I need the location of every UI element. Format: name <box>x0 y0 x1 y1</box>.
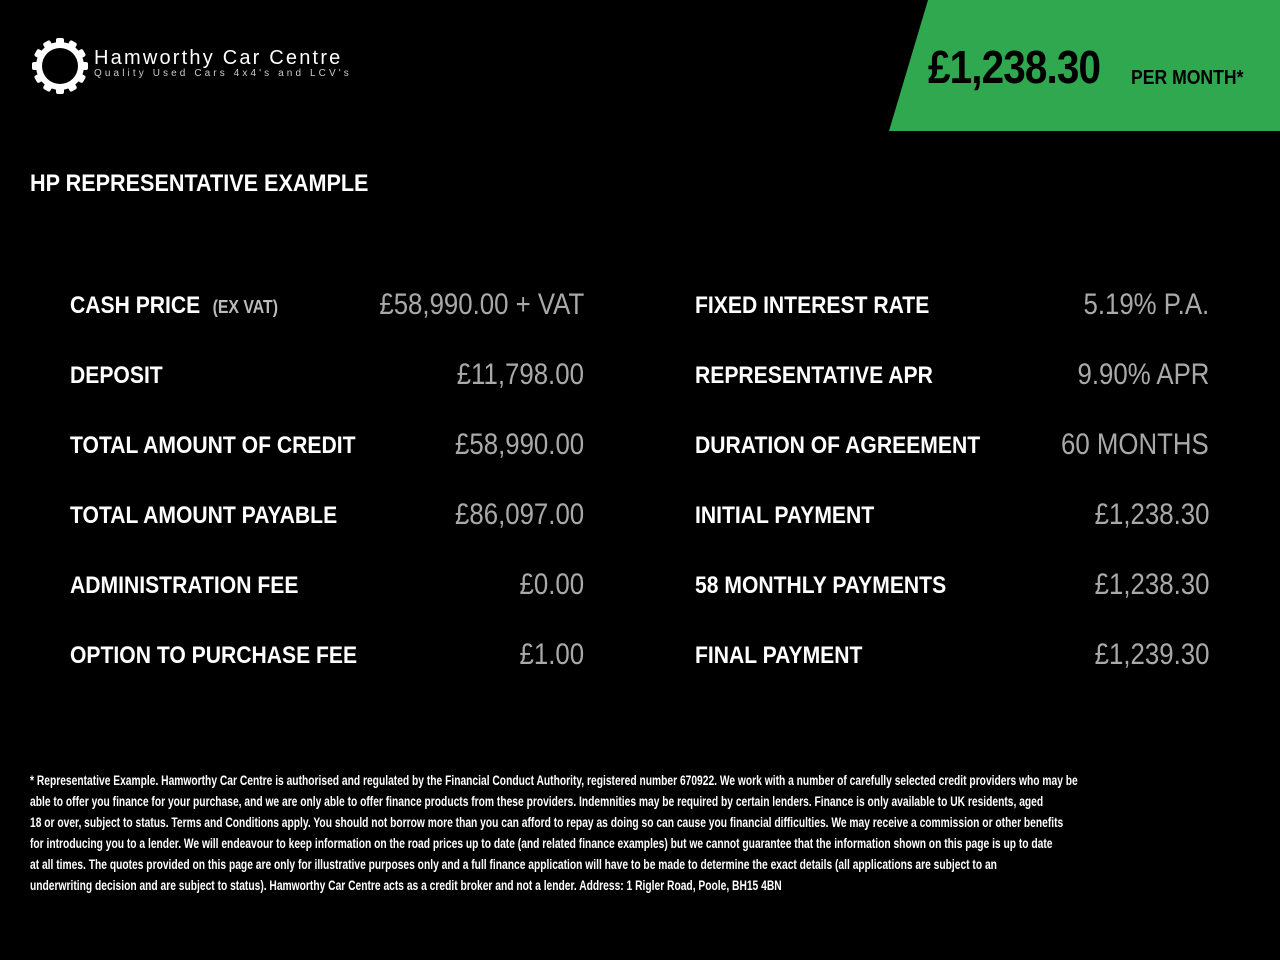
logo-gear-ring-icon <box>32 38 88 99</box>
label-text: INITIAL PAYMENT <box>695 502 875 529</box>
section-heading: HP REPRESENTATIVE EXAMPLE <box>30 170 369 197</box>
finance-row: DEPOSIT £11,798.00 <box>70 358 584 398</box>
label-text: 58 MONTHLY PAYMENTS <box>695 572 947 599</box>
finance-row: FIXED INTEREST RATE 5.19% P.A. <box>695 288 1209 328</box>
label-text: REPRESENTATIVE APR <box>695 362 933 389</box>
finance-label: 58 MONTHLY PAYMENTS <box>695 572 946 600</box>
label-text: FINAL PAYMENT <box>695 642 863 669</box>
disclaimer-line: 18 or over, subject to status. Terms and… <box>30 815 1064 830</box>
disclaimer-line: underwriting decision and are subject to… <box>30 878 782 893</box>
disclaimer-line: * Representative Example. Hamworthy Car … <box>30 773 1078 788</box>
finance-row: OPTION TO PURCHASE FEE £1.00 <box>70 638 584 678</box>
finance-value: £11,798.00 <box>456 358 584 391</box>
disclaimer-line: for introducing you to a lender. We will… <box>30 836 1053 851</box>
finance-value: £1,238.30 <box>1094 568 1209 601</box>
brand-name: Hamworthy Car Centre <box>94 47 343 69</box>
finance-row: ADMINISTRATION FEE £0.00 <box>70 568 584 608</box>
disclaimer-line: at all times. The quotes provided on thi… <box>30 857 997 872</box>
label-text: TOTAL AMOUNT OF CREDIT <box>70 432 356 459</box>
label-text: FIXED INTEREST RATE <box>695 292 930 319</box>
finance-value: £1,238.30 <box>1094 498 1209 531</box>
finance-label: FIXED INTEREST RATE <box>695 292 929 320</box>
finance-label: FINAL PAYMENT <box>695 642 862 670</box>
finance-label: ADMINISTRATION FEE <box>70 572 298 600</box>
finance-value: £1,239.30 <box>1094 638 1209 671</box>
finance-label: DURATION OF AGREEMENT <box>695 432 980 460</box>
finance-label: OPTION TO PURCHASE FEE <box>70 642 357 670</box>
finance-value: 9.90% APR <box>1077 358 1209 391</box>
finance-value: £1.00 <box>519 638 584 671</box>
label-text: ADMINISTRATION FEE <box>70 572 299 599</box>
finance-row: TOTAL AMOUNT OF CREDIT £58,990.00 <box>70 428 584 468</box>
label-note: (EX VAT) <box>212 297 279 317</box>
finance-value: £58,990.00 + VAT <box>379 288 584 321</box>
finance-row: CASH PRICE (EX VAT) £58,990.00 + VAT <box>70 288 584 328</box>
finance-value: 60 MONTHS <box>1061 428 1209 461</box>
brand-tagline: Quality Used Cars 4x4's and LCV's <box>94 68 352 79</box>
finance-label: DEPOSIT <box>70 362 163 390</box>
label-text: DURATION OF AGREEMENT <box>695 432 981 459</box>
monthly-price: £1,238.30 <box>928 41 1101 93</box>
finance-row: TOTAL AMOUNT PAYABLE £86,097.00 <box>70 498 584 538</box>
finance-row: FINAL PAYMENT £1,239.30 <box>695 638 1209 678</box>
finance-row: REPRESENTATIVE APR 9.90% APR <box>695 358 1209 398</box>
finance-label: CASH PRICE (EX VAT) <box>70 292 278 320</box>
finance-label: REPRESENTATIVE APR <box>695 362 933 390</box>
monthly-price-banner <box>889 0 1280 131</box>
finance-label: TOTAL AMOUNT OF CREDIT <box>70 432 355 460</box>
finance-label: TOTAL AMOUNT PAYABLE <box>70 502 337 530</box>
finance-value: 5.19% P.A. <box>1083 288 1209 321</box>
finance-row: 58 MONTHLY PAYMENTS £1,238.30 <box>695 568 1209 608</box>
disclaimer-line: able to offer you finance for your purch… <box>30 794 1044 809</box>
label-text: TOTAL AMOUNT PAYABLE <box>70 502 338 529</box>
finance-value: £86,097.00 <box>454 498 584 531</box>
label-text: CASH PRICE <box>70 292 201 319</box>
finance-label: INITIAL PAYMENT <box>695 502 874 530</box>
label-text: OPTION TO PURCHASE FEE <box>70 642 358 669</box>
per-month-label: PER MONTH* <box>1131 67 1244 89</box>
finance-row: INITIAL PAYMENT £1,238.30 <box>695 498 1209 538</box>
disclaimer: * Representative Example. Hamworthy Car … <box>30 770 1280 896</box>
finance-value: £58,990.00 <box>454 428 584 461</box>
label-text: DEPOSIT <box>70 362 163 389</box>
finance-value: £0.00 <box>519 568 584 601</box>
finance-row: DURATION OF AGREEMENT 60 MONTHS <box>695 428 1209 468</box>
